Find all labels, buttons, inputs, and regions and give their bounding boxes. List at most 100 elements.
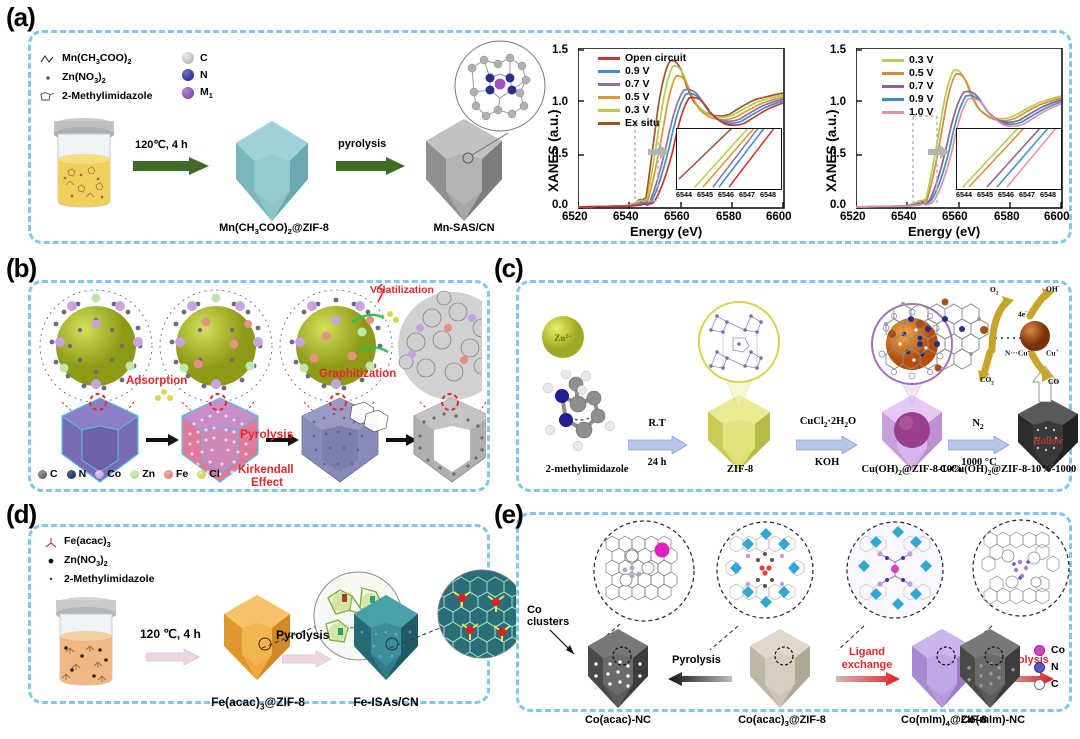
chart1-inset-ticks: 6547 <box>739 190 755 199</box>
panel-c-arrow-3 <box>948 436 1010 454</box>
legend-swatch <box>598 95 620 99</box>
chart2-xtick: 6560 <box>942 211 968 223</box>
panel-d-step1-label: 120 ℃, 4 h <box>140 627 201 641</box>
chart1-inset-ticks: 6545 <box>697 190 713 199</box>
legend-swatch <box>598 121 620 125</box>
legend-item: 2-Methylimidazole <box>44 573 214 585</box>
zif-polyhedron-graphitizing <box>301 393 389 483</box>
atom-legend-item: Fe <box>164 468 188 480</box>
atom-label: Co <box>107 468 122 480</box>
panel-c-step2-bottom: KOH <box>814 457 840 468</box>
panel-e-step2-label: Ligand exchange <box>841 646 893 671</box>
panel-b-molecular-spheres <box>39 284 482 403</box>
panel-c-step3-top: N2 <box>972 418 984 432</box>
panel-a-step1-label: 120℃, 4 h <box>135 139 188 151</box>
atom-legend-item: Co <box>1034 644 1065 656</box>
legend-entry: Ex situ <box>598 117 686 129</box>
atom-label: N <box>78 468 87 480</box>
sphere-stage-3 <box>279 284 399 403</box>
cu-hydroxide-zoom-icon <box>871 303 953 385</box>
legend-label: 0.7 V <box>909 80 934 92</box>
chart1-inset-ticks: 6546 <box>718 190 734 199</box>
legend-entry: 0.7 V <box>598 78 686 90</box>
panel-c-step2-top: CuCl2·2H2O <box>799 416 857 430</box>
panel-d-connector-1 <box>262 623 323 649</box>
legend-entry: 0.7 V <box>882 80 934 92</box>
panel-b-polyhedra-row <box>61 393 486 483</box>
legend-swatch <box>882 84 904 88</box>
legend-swatch <box>598 82 620 86</box>
atom-dot-icon <box>182 87 194 100</box>
panel-a-step2-label: pyrolysis <box>338 138 387 150</box>
atom-label: Zn <box>142 468 156 480</box>
panel-b-annotation-kirkendall: Kirkendall <box>238 464 294 476</box>
panel-a-label: (a) <box>6 2 36 32</box>
xanes-chart-1: XANES (a.u.) 1.5 1.0 0.5 0.0 Open circui… <box>530 40 792 239</box>
zif8-crystal-icon <box>236 121 308 221</box>
atom-legend-item: N <box>66 468 87 480</box>
panel-a-arrow-2 <box>336 157 406 175</box>
atom-legend-item: C <box>182 52 228 64</box>
chart1-ytick: 0.0 <box>552 199 568 211</box>
panel-c-step3-bottom: 1000 °C <box>961 457 997 468</box>
legend-item: 2-Methylimidazole <box>40 90 200 102</box>
legend-label: Fe(acac)3 <box>64 535 111 550</box>
legend-label: Open circuit <box>625 52 687 64</box>
legend-swatch <box>882 71 904 75</box>
orr-label-co2: CO2 <box>980 375 994 387</box>
panel-d-label: (d) <box>6 499 37 529</box>
zif8-framework-zoom-icon <box>698 301 780 383</box>
reaction-vial-d-icon <box>56 597 116 686</box>
panel-b-label: (b) <box>6 253 37 283</box>
atom-label: C <box>200 52 208 64</box>
legend-item: Mn(CH3COO)2 <box>40 52 200 66</box>
panel-b-annotation-pyrolysis: Pyrolysis <box>240 427 294 441</box>
cu-oh2-zif8-crystal-icon <box>882 395 942 470</box>
fe-isas-cn-crystal-icon <box>354 595 418 680</box>
atom-legend-item: N <box>182 69 228 81</box>
legend-label: 0.7 V <box>625 78 650 90</box>
c-cu-hollow-polyhedron-icon: Hollow <box>1018 398 1078 472</box>
chart2-inset-plot <box>962 129 1057 188</box>
co-mim-nc-crystal-icon <box>960 629 1020 708</box>
zif-polyhedron-dotted <box>181 393 259 483</box>
atom-dot-icon <box>1034 661 1045 673</box>
chart1-xtick: 6520 <box>562 211 588 223</box>
legend-entry: 0.3 V <box>598 104 686 116</box>
small-dot-icon <box>49 577 53 581</box>
orr-label-cu2plus: N···Cu2+ <box>1005 348 1034 358</box>
legend-label: Zn(NO3)2 <box>62 71 106 86</box>
legend-label: 0.5 V <box>625 91 650 103</box>
panel-d-precursor-legend: Fe(acac)3 Zn(NO3)2 2-Methylimidazole <box>44 535 214 590</box>
co-acac-zif8-zoom-icon <box>716 521 814 619</box>
chart2-inset-ticks: 6547 <box>1019 190 1035 199</box>
chart2-inset <box>956 128 1062 190</box>
legend-entry: 1.0 V <box>882 106 934 118</box>
legend-swatch <box>882 97 904 101</box>
legend-entry: 0.3 V <box>882 54 934 66</box>
chart2-inset-ticks: 6545 <box>977 190 993 199</box>
panel-c-arrow-2 <box>796 436 858 454</box>
panel-d-step2-label: Pyrolysis <box>276 628 330 642</box>
chart2-x-axis-title: Energy (eV) <box>908 224 981 239</box>
orr-mechanism-diagram <box>884 288 1054 382</box>
panel-b-annotation-volatilization: Volatilization <box>370 284 434 296</box>
co-clusters-pointer-icon <box>549 629 575 655</box>
legend-swatch <box>882 58 904 62</box>
legend-item: Zn(NO3)2 <box>44 554 214 568</box>
panel-b-annotation-effect: Effect <box>251 477 283 489</box>
atom-legend-item: Zn <box>130 468 155 480</box>
sphere-stage-2 <box>155 289 273 403</box>
panel-a-arrow-1 <box>133 157 209 175</box>
atom-label: Fe <box>176 468 189 480</box>
svg-text:Zn2+: Zn2+ <box>554 333 572 343</box>
mn-sas-cn-crystal-icon <box>426 119 509 221</box>
chart1-inset-arrow-icon <box>648 145 669 159</box>
panel-b-annotation-graphitization: Graphitization <box>319 368 397 380</box>
atom-legend-item: C <box>1034 678 1065 690</box>
panel-e-caption-4: Co(mIm)-NC <box>960 714 1026 726</box>
atom-dot-icon <box>1034 644 1045 656</box>
sphere-stage-4 <box>398 290 482 400</box>
panel-e-label: (e) <box>494 499 524 529</box>
chart1-inset-ticks: 6544 <box>676 190 692 199</box>
